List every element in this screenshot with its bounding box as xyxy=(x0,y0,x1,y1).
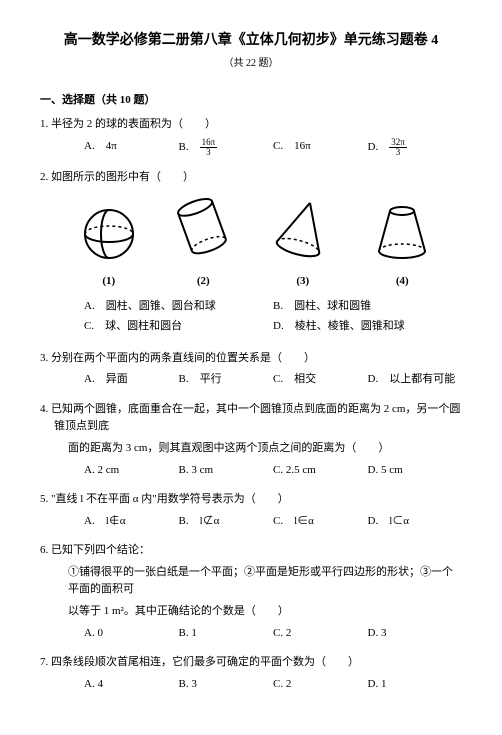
page-title: 高一数学必修第二册第八章《立体几何初步》单元练习题卷 4 xyxy=(40,30,462,52)
q2-opt-d: D. 棱柱、棱锥、圆锥和球 xyxy=(273,318,462,336)
q1-d-pre: D. xyxy=(368,141,390,153)
q4-stem2: 面的距离为 3 cm，则其直观图中这两个顶点之间的距离为（ ） xyxy=(54,440,462,458)
fig4-label: (4) xyxy=(367,273,437,291)
q6-sub1: ①铺得很平的一张白纸是一个平面；②平面是矩形或平行四边形的形状；③一个平面的面积… xyxy=(54,564,462,599)
q2-opt-c: C. 球、圆柱和圆台 xyxy=(84,318,273,336)
q1-b-pre: B. xyxy=(179,141,200,153)
cylinder-icon xyxy=(168,194,238,264)
q2-opt-b: B. 圆柱、球和圆锥 xyxy=(273,298,462,316)
q6-opt-a: A. 0 xyxy=(84,625,179,643)
q4-opt-d: D. 5 cm xyxy=(368,462,463,480)
q6-opt-d: D. 3 xyxy=(368,625,463,643)
fig-cylinder: (2) xyxy=(168,194,238,290)
q1-opt-b: B. 16π3 xyxy=(179,138,274,157)
q5-opt-c: C. l∈α xyxy=(273,513,368,531)
question-7: 7. 四条线段顺次首尾相连，它们最多可确定的平面个数为（ ） A. 4 B. 3… xyxy=(40,654,462,693)
q1-b-den: 3 xyxy=(200,148,218,157)
section-heading: 一、选择题（共 10 题） xyxy=(40,92,462,110)
q7-stem: 7. 四条线段顺次首尾相连，它们最多可确定的平面个数为（ ） xyxy=(40,656,359,668)
q1-d-frac: 32π3 xyxy=(389,138,407,157)
fig-sphere: (1) xyxy=(79,204,139,290)
q7-opt-d: D. 1 xyxy=(368,676,463,694)
question-5: 5. "直线 l 不在平面 α 内"用数学符号表示为（ ） A. l∉α B. … xyxy=(40,491,462,530)
question-6: 6. 已知下列四个结论： ①铺得很平的一张白纸是一个平面；②平面是矩形或平行四边… xyxy=(40,542,462,642)
q7-opt-b: B. 3 xyxy=(179,676,274,694)
question-4: 4. 已知两个圆锥，底面重合在一起，其中一个圆锥顶点到底面的距离为 2 cm，另… xyxy=(40,401,462,479)
cone-icon xyxy=(268,194,338,264)
q3-opt-d: D. 以上都有可能 xyxy=(368,371,463,389)
q7-opt-c: C. 2 xyxy=(273,676,368,694)
q1-opt-a: A. 4π xyxy=(84,138,179,157)
q3-opt-c: C. 相交 xyxy=(273,371,368,389)
question-2: 2. 如图所示的图形中有（ ） (1) (2 xyxy=(40,169,462,338)
q3-stem: 3. 分别在两个平面内的两条直线间的位置关系是（ ） xyxy=(40,352,315,364)
q3-opt-b: B. 平行 xyxy=(179,371,274,389)
fig-frustum: (4) xyxy=(367,199,437,290)
q1-opt-d: D. 32π3 xyxy=(368,138,463,157)
question-3: 3. 分别在两个平面内的两条直线间的位置关系是（ ） A. 异面 B. 平行 C… xyxy=(40,350,462,389)
q4-opt-a: A. 2 cm xyxy=(84,462,179,480)
page-subtitle: （共 22 题） xyxy=(40,56,462,72)
q5-stem: 5. "直线 l 不在平面 α 内"用数学符号表示为（ ） xyxy=(40,493,289,505)
fig-cone: (3) xyxy=(268,194,338,290)
q6-opt-c: C. 2 xyxy=(273,625,368,643)
q6-sub2: 以等于 1 m²。其中正确结论的个数是（ ） xyxy=(54,603,462,621)
q1-stem: 1. 半径为 2 的球的表面积为（ ） xyxy=(40,118,216,130)
fig3-label: (3) xyxy=(268,273,338,291)
q4-opt-c: C. 2.5 cm xyxy=(273,462,368,480)
q2-opt-a: A. 圆柱、圆锥、圆台和球 xyxy=(84,298,273,316)
q7-opt-a: A. 4 xyxy=(84,676,179,694)
sphere-icon xyxy=(79,204,139,264)
q2-figures: (1) (2) xyxy=(54,186,462,294)
question-1: 1. 半径为 2 的球的表面积为（ ） A. 4π B. 16π3 C. 16π… xyxy=(40,116,462,157)
q4-stem1: 4. 已知两个圆锥，底面重合在一起，其中一个圆锥顶点到底面的距离为 2 cm，另… xyxy=(40,403,460,433)
q1-opt-c: C. 16π xyxy=(273,138,368,157)
q2-stem: 2. 如图所示的图形中有（ ） xyxy=(40,171,194,183)
fig2-label: (2) xyxy=(168,273,238,291)
frustum-icon xyxy=(367,199,437,264)
fig1-label: (1) xyxy=(79,273,139,291)
q5-opt-a: A. l∉α xyxy=(84,513,179,531)
q5-opt-b: B. l⊄α xyxy=(179,513,274,531)
q3-opt-a: A. 异面 xyxy=(84,371,179,389)
q1-b-frac: 16π3 xyxy=(200,138,218,157)
q6-stem: 6. 已知下列四个结论： xyxy=(40,544,150,556)
q6-opt-b: B. 1 xyxy=(179,625,274,643)
q5-opt-d: D. l⊂α xyxy=(368,513,463,531)
q4-opt-b: B. 3 cm xyxy=(179,462,274,480)
q1-d-den: 3 xyxy=(389,148,407,157)
